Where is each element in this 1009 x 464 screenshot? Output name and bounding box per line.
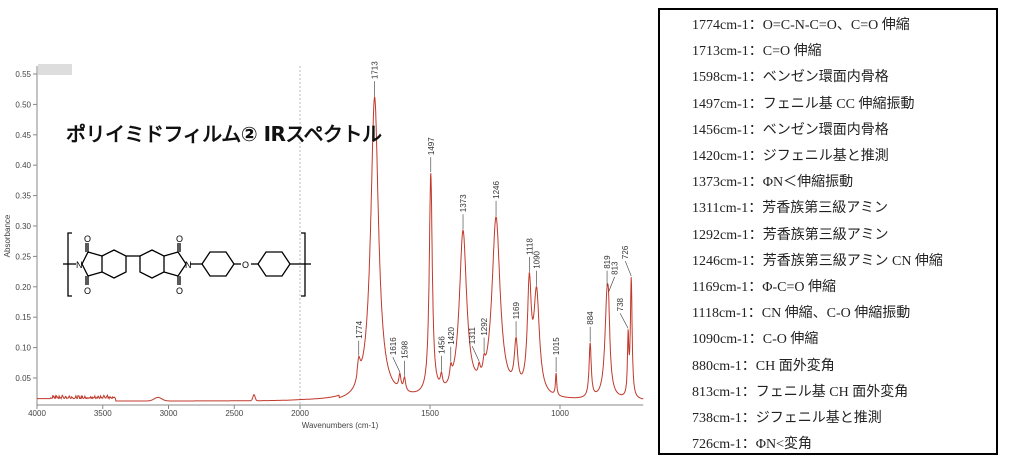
peak-label: 1169 <box>512 302 521 320</box>
assignment-row: 880cm-1：CH 面外変角 <box>692 355 835 375</box>
peak-label: 1246 <box>492 181 501 199</box>
svg-text:O: O <box>242 260 249 270</box>
svg-text:O: O <box>84 234 91 244</box>
assignment-row: 1292cm-1：芳香族第三級アミン <box>692 224 889 244</box>
peak-label: 1774 <box>355 320 364 338</box>
x-axis-label: Wavenumbers (cm-1) <box>302 421 379 430</box>
assignment-row: 1598cm-1：ベンゼン環面内骨格 <box>692 66 889 86</box>
assignment-row: 1090cm-1：C-O 伸縮 <box>692 328 818 348</box>
y-axis-label: Absorbance <box>3 214 12 257</box>
peak-marker: 1090 <box>533 250 542 285</box>
assignment-row: 1497cm-1：フェニル基 CC 伸縮振動 <box>692 93 914 113</box>
assignment-row: 1713cm-1：C=O 伸縮 <box>692 40 822 60</box>
peak-label: 1456 <box>437 336 446 354</box>
peak-leader-line <box>620 313 628 328</box>
svg-text:N: N <box>76 260 83 270</box>
y-tick-label: 0.10 <box>15 344 31 353</box>
peak-leader-line <box>393 357 400 372</box>
peak-assignment-table: 1774cm-1：O=C-N-C=O、C=O 伸縮 1713cm-1：C=O 伸縮… <box>658 8 998 455</box>
svg-text:O: O <box>84 286 91 296</box>
peak-label: 813 <box>611 261 620 275</box>
chart-title: ポリイミドフィルム② IRスペクトル <box>66 118 382 147</box>
x-tick-label: 4000 <box>28 409 46 418</box>
svg-text:N: N <box>185 260 192 270</box>
peak-marker: 884 <box>586 311 595 342</box>
peak-marker: 1311 <box>468 326 479 361</box>
peak-label: 1598 <box>401 340 410 358</box>
peak-marker: 1456 <box>437 336 446 371</box>
assignment-row: 813cm-1：フェニル基 CH 面外変角 <box>692 381 908 401</box>
peak-marker: 1598 <box>401 340 410 375</box>
assignment-row: 1246cm-1：芳香族第三級アミン CN 伸縮 <box>692 250 943 270</box>
x-tick-label: 1000 <box>551 409 569 418</box>
peak-label: 1373 <box>459 194 468 212</box>
peak-label: 1713 <box>371 61 380 79</box>
peak-marker: 1015 <box>552 337 561 372</box>
y-tick-label: 0.25 <box>15 252 31 261</box>
peak-marker: 1713 <box>371 61 380 96</box>
peak-label: 726 <box>621 245 630 259</box>
y-tick-label: 0.40 <box>15 161 31 170</box>
y-tick-label: 0.15 <box>15 313 31 322</box>
peak-leader-line <box>472 346 479 361</box>
assignment-row: 1373cm-1：ΦN＜伸縮振動 <box>692 171 853 191</box>
peak-label: 738 <box>616 297 625 311</box>
peak-marker: 1774 <box>355 320 364 355</box>
y-tick-label: 0.45 <box>15 131 31 140</box>
peak-label: 1616 <box>389 337 398 355</box>
peak-label: 1497 <box>427 137 436 155</box>
svg-text:O: O <box>176 234 183 244</box>
y-tick-label: 0.55 <box>15 70 31 79</box>
x-tick-label: 2000 <box>291 409 309 418</box>
x-tick-label: 2500 <box>225 409 243 418</box>
legend-placeholder <box>38 64 72 75</box>
peak-marker: 1246 <box>492 181 501 216</box>
peak-label: 884 <box>586 311 595 325</box>
assignment-row: 1169cm-1：Φ-C=O 伸縮 <box>692 276 836 296</box>
y-tick-label: 0.05 <box>15 374 31 383</box>
svg-text:O: O <box>176 286 183 296</box>
assignment-row: 726cm-1：ΦN<変角 <box>692 433 812 453</box>
peak-marker: 1497 <box>427 137 436 172</box>
assignment-row: 1420cm-1：ジフェニル基と推測 <box>692 145 889 165</box>
x-tick-label: 3000 <box>160 409 178 418</box>
peak-marker: 1420 <box>447 326 456 361</box>
assignment-row: 1774cm-1：O=C-N-C=O、C=O 伸縮 <box>692 14 910 34</box>
peak-label: 1311 <box>468 326 477 344</box>
peak-marker: 726 <box>621 245 631 276</box>
peak-label: 1015 <box>552 337 561 355</box>
peak-marker: 738 <box>616 297 628 328</box>
peak-label: 1420 <box>447 326 456 344</box>
peak-marker: 1373 <box>459 194 468 229</box>
assignment-row: 1311cm-1：芳香族第三級アミン <box>692 197 888 217</box>
peak-marker: 1616 <box>389 337 400 372</box>
assignment-row: 1118cm-1：CN 伸縮、C-O 伸縮振動 <box>692 302 910 322</box>
y-tick-label: 0.20 <box>15 283 31 292</box>
peak-label: 1292 <box>480 317 489 335</box>
ir-spectrum-chart: 4000 3500 3000 2500 2000 1500 1000 0.05 0.10 0.15… <box>0 0 655 464</box>
y-tick-label: 0.50 <box>15 100 31 109</box>
x-tick-label: 3500 <box>94 409 112 418</box>
peak-leader-line <box>625 261 631 276</box>
peak-label: 1090 <box>533 250 542 268</box>
peak-marker: 1169 <box>512 302 521 337</box>
polyimide-structure: N N O O O O O <box>63 233 311 296</box>
assignment-row: 738cm-1：ジフェニル基と推測 <box>692 407 882 427</box>
assignment-row: 1456cm-1：ベンゼン環面内骨格 <box>692 119 889 139</box>
peak-marker: 813 <box>609 261 620 292</box>
peak-leader-line <box>609 277 615 292</box>
y-tick-label: 0.35 <box>15 192 31 201</box>
x-tick-label: 1500 <box>421 409 439 418</box>
y-tick-label: 0.30 <box>15 222 31 231</box>
